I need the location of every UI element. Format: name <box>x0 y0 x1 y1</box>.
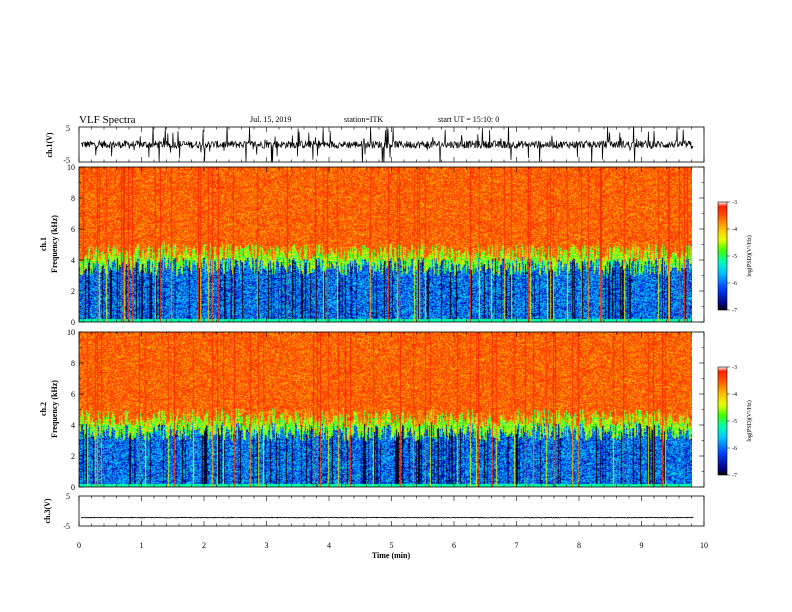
y-tick-label: 2 <box>71 287 75 296</box>
x-tick-label: 2 <box>202 541 206 550</box>
ch1-waveform-ticks <box>78 127 705 162</box>
x-tick-label: 7 <box>515 541 519 550</box>
ch2-colorbar-ticks: -3 -4 -5 -6 -7 <box>727 365 737 479</box>
colorbar-tick-label: -6 <box>732 281 737 287</box>
y-tick-label: 0 <box>71 483 75 492</box>
colorbar-tick-label: -7 <box>732 308 737 314</box>
ch1-colorbar-ticks: -3 -4 -5 -6 -7 <box>727 200 737 314</box>
x-tick-label: 6 <box>452 541 456 550</box>
ch1-waveform-panel: 5 -5 ch.1(V) <box>45 124 705 165</box>
ch2-colorbar-scale <box>717 366 728 476</box>
ch2-colorbar-label: log(PSD)(V²/Hz) <box>746 400 753 441</box>
ch3-waveform-ylabel: ch.3(V) <box>43 498 52 523</box>
x-axis-label: Time (min) <box>372 551 411 560</box>
ch1-spectrogram-ticks: 0 2 4 6 8 10 <box>67 163 705 327</box>
ch2-spectrogram-panel: 0 2 4 6 8 10 ch.2 Frequency (kHz) <box>39 328 705 492</box>
ch1-spectrogram-image <box>79 167 692 322</box>
ch3-waveform-panel: 5 -5 ch.3(V) <box>43 492 705 531</box>
y-tick-label: 6 <box>71 390 75 399</box>
ch2-colorbar: -3 -4 -5 -6 -7 log(PSD)(V²/Hz) <box>717 365 753 479</box>
figure-title: VLF Spectra <box>79 114 136 126</box>
ch3-ytick-bottom: -5 <box>63 522 70 531</box>
x-tick-label: 4 <box>327 541 331 550</box>
colorbar-tick-label: -7 <box>732 473 737 479</box>
date-label: Jul. 15, 2019 <box>250 115 291 124</box>
ch1-waveform-ylabel: ch.1(V) <box>45 132 54 157</box>
y-tick-label: 4 <box>71 421 75 430</box>
ch1-frequency-label: Frequency (kHz) <box>50 215 59 273</box>
ch1-colorbar: -3 -4 -5 -6 -7 log(PSD)(V²/Hz) <box>717 200 753 314</box>
ch2-spectrogram-ticks: 0 2 4 6 8 10 <box>67 328 705 492</box>
x-tick-label: 5 <box>390 541 394 550</box>
ch1-channel-label: ch.1 <box>39 237 48 251</box>
ch2-channel-label: ch.2 <box>39 402 48 416</box>
ch3-waveform-ticks <box>78 496 705 526</box>
ch1-waveform-trace <box>80 127 694 162</box>
station-label: station=ITK <box>344 115 383 124</box>
ch1-spectrogram-panel: 0 2 4 6 8 10 ch.1 Frequency (kHz) <box>39 163 705 327</box>
y-tick-label: 10 <box>67 328 75 337</box>
y-tick-label: 4 <box>71 256 75 265</box>
y-tick-label: 10 <box>67 163 75 172</box>
ch2-spectrogram-image <box>79 332 692 487</box>
y-tick-label: 0 <box>71 318 75 327</box>
colorbar-tick-label: -4 <box>732 392 737 398</box>
start-time-label: start UT = 15:10: 0 <box>438 115 499 124</box>
colorbar-tick-label: -3 <box>732 200 737 206</box>
colorbar-tick-label: -5 <box>732 254 737 260</box>
x-tick-label: 1 <box>140 541 144 550</box>
x-tick-label: 3 <box>265 541 269 550</box>
y-tick-label: 8 <box>71 359 75 368</box>
ch1-ytick-top: 5 <box>66 124 70 133</box>
ch1-colorbar-scale <box>717 201 728 311</box>
ch3-ytick-top: 5 <box>66 492 70 501</box>
x-tick-label: 9 <box>640 541 644 550</box>
colorbar-tick-label: -4 <box>732 227 737 233</box>
colorbar-tick-label: -5 <box>732 419 737 425</box>
x-tick-label: 8 <box>577 541 581 550</box>
ch1-ytick-bottom: -5 <box>63 156 70 165</box>
colorbar-tick-label: -3 <box>732 365 737 371</box>
x-axis-tick-labels: 0 1 2 3 4 5 6 7 8 9 10 <box>77 541 708 550</box>
colorbar-tick-label: -6 <box>732 446 737 452</box>
ch1-colorbar-label: log(PSD)(V²/Hz) <box>746 235 753 276</box>
x-tick-label: 0 <box>77 541 81 550</box>
ch2-frequency-label: Frequency (kHz) <box>50 380 59 438</box>
y-tick-label: 8 <box>71 194 75 203</box>
y-tick-label: 6 <box>71 225 75 234</box>
x-tick-label: 10 <box>700 541 708 550</box>
ch3-waveform-trace <box>80 516 694 519</box>
y-tick-label: 2 <box>71 452 75 461</box>
